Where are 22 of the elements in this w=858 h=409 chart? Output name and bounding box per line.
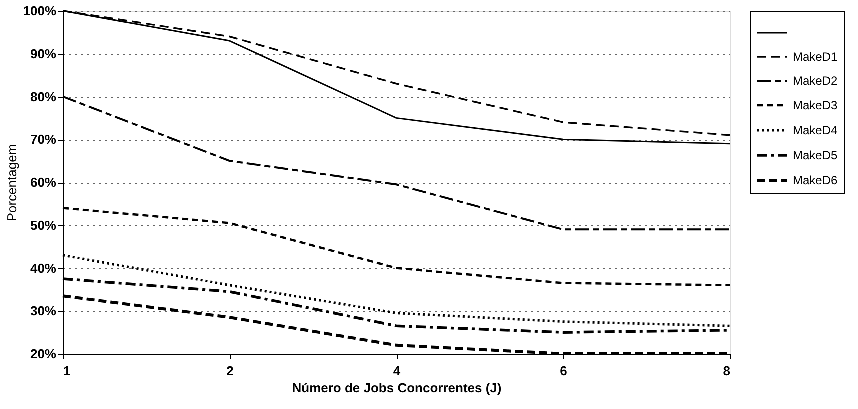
y-axis-title: Porcentagem — [4, 144, 20, 222]
legend-label: MakeD4 — [793, 124, 838, 138]
y-tick-label: 20% — [30, 346, 57, 362]
legend-label: MakeD1 — [793, 50, 838, 64]
x-tick-label: 2 — [226, 364, 234, 378]
x-axis-title: Número de Jobs Concorrentes (J) — [292, 380, 502, 396]
x-tick-label: 4 — [393, 364, 402, 378]
y-tick-label: 40% — [30, 260, 57, 276]
x-tick-label: 8 — [723, 364, 730, 378]
y-tick-label: 50% — [30, 218, 57, 233]
y-tick-label: 60% — [30, 175, 57, 190]
y-tick-label: 80% — [30, 89, 57, 104]
legend-label: MakeD6 — [793, 174, 838, 188]
legend-label: MakeD5 — [793, 148, 838, 162]
legend-label: MakeD2 — [793, 74, 838, 88]
y-tick-label: 70% — [30, 132, 57, 148]
y-tick-label: 100% — [23, 4, 57, 18]
legend-label: MakeD3 — [793, 98, 838, 112]
x-tick-label: 6 — [560, 364, 568, 378]
x-tick-label: 1 — [64, 364, 71, 378]
y-tick-label: 30% — [30, 304, 57, 319]
y-tick-label: 90% — [30, 46, 57, 62]
